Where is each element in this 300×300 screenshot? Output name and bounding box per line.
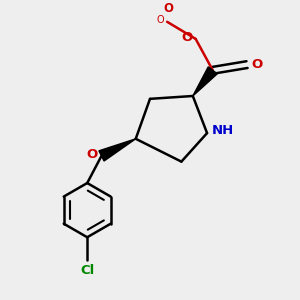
Polygon shape [193,67,217,96]
Text: O: O [157,15,164,26]
Text: O: O [251,58,262,71]
Text: Cl: Cl [80,264,94,278]
Text: O: O [164,2,173,15]
Text: NH: NH [212,124,234,137]
Text: O: O [86,148,97,161]
Text: O: O [182,31,193,44]
Polygon shape [99,139,136,161]
